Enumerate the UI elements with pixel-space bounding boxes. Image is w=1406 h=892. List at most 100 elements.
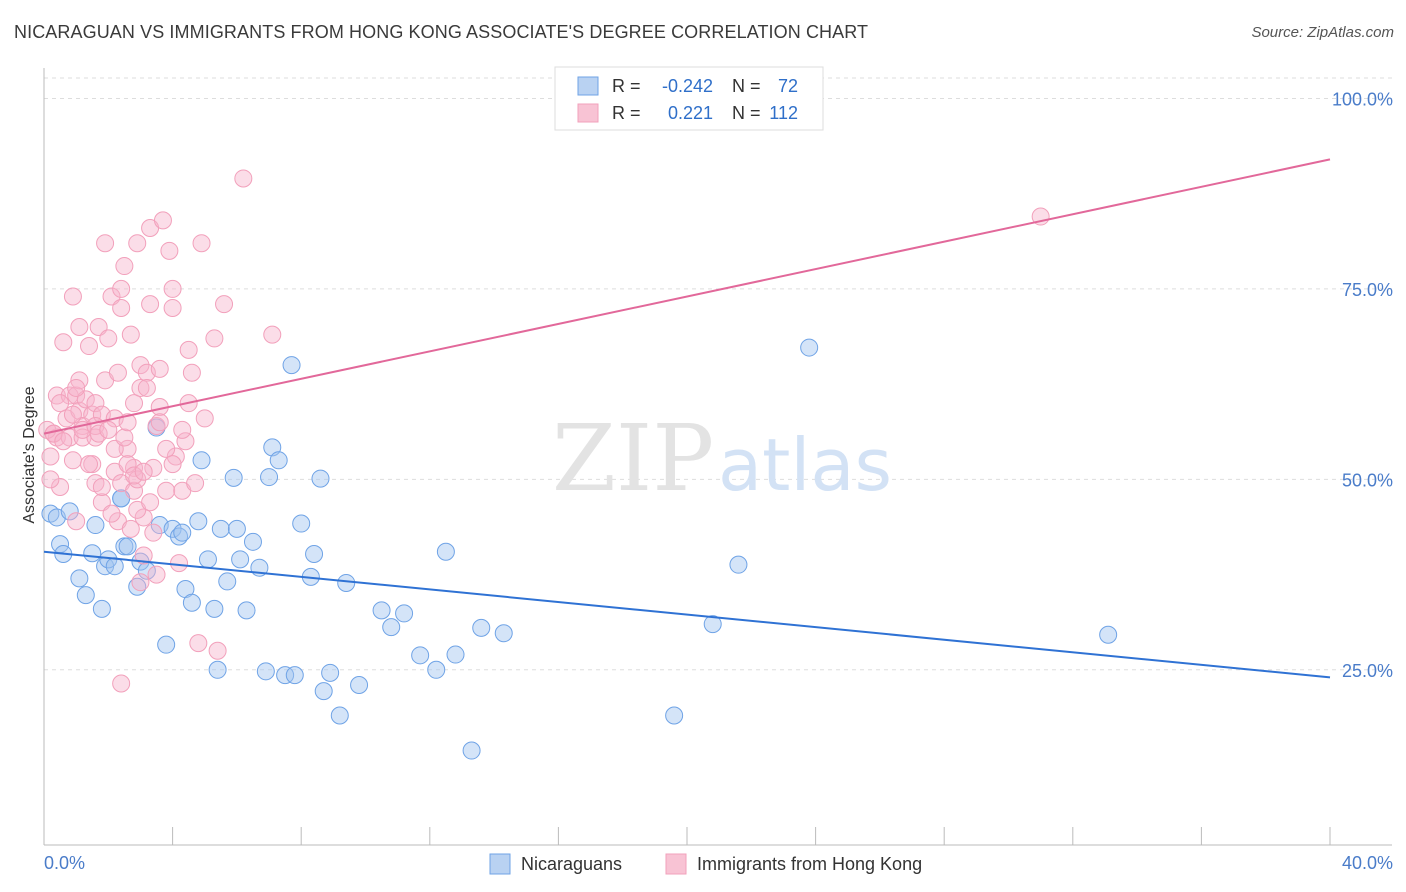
watermark: ZIP atlas: [552, 405, 892, 512]
nicaraguan-point: [665, 706, 684, 725]
hong-kong-point: [163, 455, 182, 474]
hong-kong-point: [182, 363, 201, 382]
hong-kong-point: [80, 455, 99, 474]
hong-kong-point: [144, 523, 163, 542]
nicaraguan-point: [70, 569, 89, 588]
nicaraguan-point: [382, 618, 401, 637]
hong-kong-point: [141, 295, 160, 314]
nicaraguan-point: [198, 550, 217, 569]
hong-kong-point: [112, 674, 131, 693]
hong-kong-point: [163, 279, 182, 298]
hong-kong-point: [115, 257, 134, 276]
hong-kong-point: [157, 481, 176, 500]
nicaraguan-point: [411, 646, 430, 665]
nicaraguan-point: [83, 544, 102, 563]
nicaraguan-point: [157, 635, 176, 654]
nicaraguan-point: [427, 660, 446, 679]
hong-kong-point: [125, 481, 144, 500]
hong-kong-point: [41, 470, 60, 489]
source-label: Source: ZipAtlas.com: [1251, 24, 1394, 41]
hong-kong-point: [99, 420, 118, 439]
hong-kong-point: [54, 432, 73, 451]
nicaraguan-point: [92, 599, 111, 618]
hong-kong-point: [263, 325, 282, 344]
y-tick-labels: 25.0% 50.0% 75.0% 100.0%: [1332, 89, 1393, 680]
hong-kong-point: [195, 409, 214, 428]
nicaraguan-point: [86, 516, 105, 535]
hong-kong-point: [125, 394, 144, 413]
hong-kong-point: [54, 333, 73, 352]
axes: [43, 68, 1392, 846]
legend-n-label-pink: N =: [732, 103, 761, 123]
nicaraguan-point: [163, 519, 182, 538]
legend-r-value-blue: -0.242: [662, 76, 713, 96]
nicaraguan-point: [285, 666, 304, 685]
nicaraguan-point: [205, 599, 224, 618]
legend-swatch-blue: [577, 76, 599, 96]
hong-kong-point: [157, 439, 176, 458]
hong-kong-point: [192, 234, 211, 253]
hong-kong-point: [179, 340, 198, 359]
nicaraguan-point: [224, 468, 243, 487]
hong-kong-point: [80, 337, 99, 356]
hong-kong-point: [144, 458, 163, 477]
hong-kong-point: [67, 512, 86, 531]
nicaraguan-point: [395, 604, 414, 623]
y-axis-label: Associate's Degree: [21, 386, 38, 523]
nicaraguan-point: [237, 601, 256, 620]
hong-kong-point: [131, 378, 150, 397]
hong-kong-point: [112, 298, 131, 317]
nicaraguan-point: [472, 618, 491, 637]
hong-kong-point: [215, 295, 234, 314]
nicaraguan-point: [292, 514, 311, 533]
nicaraguan-point: [446, 645, 465, 664]
hong-kong-point: [134, 462, 153, 481]
hong-kong-point: [205, 329, 224, 348]
y-tick-label: 75.0%: [1342, 280, 1393, 300]
y-tick-label: 100.0%: [1332, 89, 1393, 109]
nicaraguan-point: [729, 555, 748, 574]
hong-kong-point: [51, 394, 70, 413]
hong-kong-point: [137, 378, 156, 397]
hong-kong-point: [67, 386, 86, 405]
hong-kong-point: [131, 356, 150, 375]
legend-label-nicaraguans: Nicaraguans: [521, 854, 622, 874]
hong-kong-point: [121, 519, 140, 538]
hong-kong-point: [134, 546, 153, 565]
legend-swatch-pink: [577, 103, 599, 123]
watermark-atlas: atlas: [718, 423, 892, 507]
hong-kong-point: [118, 455, 137, 474]
nicaraguan-point: [76, 586, 95, 605]
nicaraguan-point: [256, 662, 275, 681]
hong-kong-point: [118, 439, 137, 458]
hong-kong-point: [86, 394, 105, 413]
nicaraguan-point: [494, 624, 513, 643]
chart-title: NICARAGUAN VS IMMIGRANTS FROM HONG KONG …: [14, 22, 869, 42]
hong-kong-point: [67, 378, 86, 397]
legend-label-hong-kong: Immigrants from Hong Kong: [697, 854, 922, 874]
nicaraguan-point: [276, 666, 295, 685]
nicaraguan-point: [311, 469, 330, 488]
watermark-zip: ZIP: [552, 405, 714, 512]
hong-kong-trend-line: [43, 158, 1331, 435]
stats-legend: R = -0.242 N = 72 R = 0.221 N = 112: [554, 66, 824, 131]
hong-kong-point: [186, 474, 205, 493]
nicaraguan-point: [462, 741, 481, 760]
hong-kong-point: [163, 298, 182, 317]
nicaraguan-point: [173, 523, 192, 542]
legend-n-value-pink: 112: [769, 103, 798, 123]
hong-kong-point: [96, 234, 115, 253]
hong-kong-point: [63, 405, 82, 424]
series-hong-kong: [38, 169, 1050, 693]
hong-kong-point: [115, 428, 134, 447]
hong-kong-point: [41, 447, 60, 466]
nicaraguan-point: [192, 451, 211, 470]
trend-lines: [43, 158, 1331, 679]
hong-kong-point: [128, 234, 147, 253]
nicaraguan-trend-line: [43, 550, 1331, 679]
nicaraguan-point: [372, 601, 391, 620]
nicaraguan-point: [321, 663, 340, 682]
legend-r-label-blue: R =: [612, 76, 641, 96]
hong-kong-point: [70, 318, 89, 336]
